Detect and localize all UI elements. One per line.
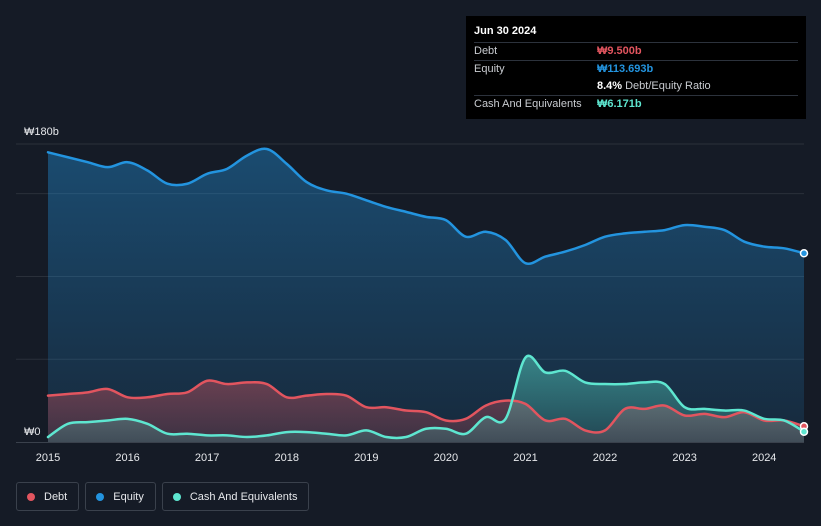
x-tick-label: 2015 [36, 452, 60, 464]
chart-legend: Debt Equity Cash And Equivalents [16, 482, 310, 511]
legend-label-debt: Debt [44, 490, 68, 503]
equity-dot-icon [96, 492, 105, 501]
series-end-markers [799, 249, 809, 436]
tooltip-row-debt: Debt ₩9.500b [474, 42, 798, 60]
legend-label-cash: Cash And Equivalents [189, 490, 298, 503]
tooltip-row-ratio: 8.4% Debt/Equity Ratio [474, 78, 798, 95]
x-tick-label: 2023 [672, 452, 696, 464]
tooltip-ratio-value: 8.4% [597, 80, 623, 92]
tooltip-cash-value: ₩6.171b [597, 98, 642, 110]
tooltip-equity-value: ₩113.693b [597, 63, 654, 75]
tooltip-debt-value: ₩9.500b [597, 45, 642, 57]
legend-item-cash[interactable]: Cash And Equivalents [161, 482, 310, 511]
equity-line [46, 147, 806, 266]
x-tick-label: 2019 [354, 452, 378, 464]
tooltip-debt-label: Debt [474, 45, 498, 57]
equity-end-marker [799, 249, 809, 258]
series-lines [46, 147, 806, 440]
x-tick-label: 2022 [593, 452, 617, 464]
tooltip-ratio-label: Debt/Equity Ratio [625, 80, 711, 92]
x-tick-label: 2016 [115, 452, 139, 464]
tooltip-cash-label: Cash And Equivalents [474, 98, 582, 110]
tooltip-row-cash: Cash And Equivalents ₩6.171b [474, 95, 798, 113]
legend-label-equity: Equity [113, 490, 144, 503]
x-tick-label: 2017 [195, 452, 219, 464]
x-tick-label: 2018 [274, 452, 298, 464]
y-tick-label-min: ₩0 [24, 426, 41, 438]
legend-item-equity[interactable]: Equity [85, 482, 156, 511]
cash-dot-icon [172, 492, 181, 501]
data-tooltip: Jun 30 2024 Debt ₩9.500b Equity ₩113.693… [466, 16, 806, 119]
tooltip-equity-label: Equity [474, 63, 505, 75]
tooltip-date: Jun 30 2024 [474, 25, 537, 37]
legend-item-debt[interactable]: Debt [16, 482, 80, 511]
axes: ₩180b ₩0 2015 2016 2017 2018 2019 2020 2021 202… [24, 126, 776, 464]
equity-area [48, 148, 804, 442]
cash-end-marker [799, 427, 809, 436]
series-areas [48, 148, 804, 442]
debt-dot-icon [27, 492, 35, 501]
x-tick-label: 2021 [513, 452, 537, 464]
debt-line [46, 379, 806, 434]
x-tick-label: 2020 [434, 452, 458, 464]
x-tick-label: 2024 [752, 452, 776, 464]
cash-line [46, 354, 806, 440]
y-tick-label-max: ₩180b [24, 126, 59, 138]
tooltip-row-equity: Equity ₩113.693b [474, 60, 798, 78]
